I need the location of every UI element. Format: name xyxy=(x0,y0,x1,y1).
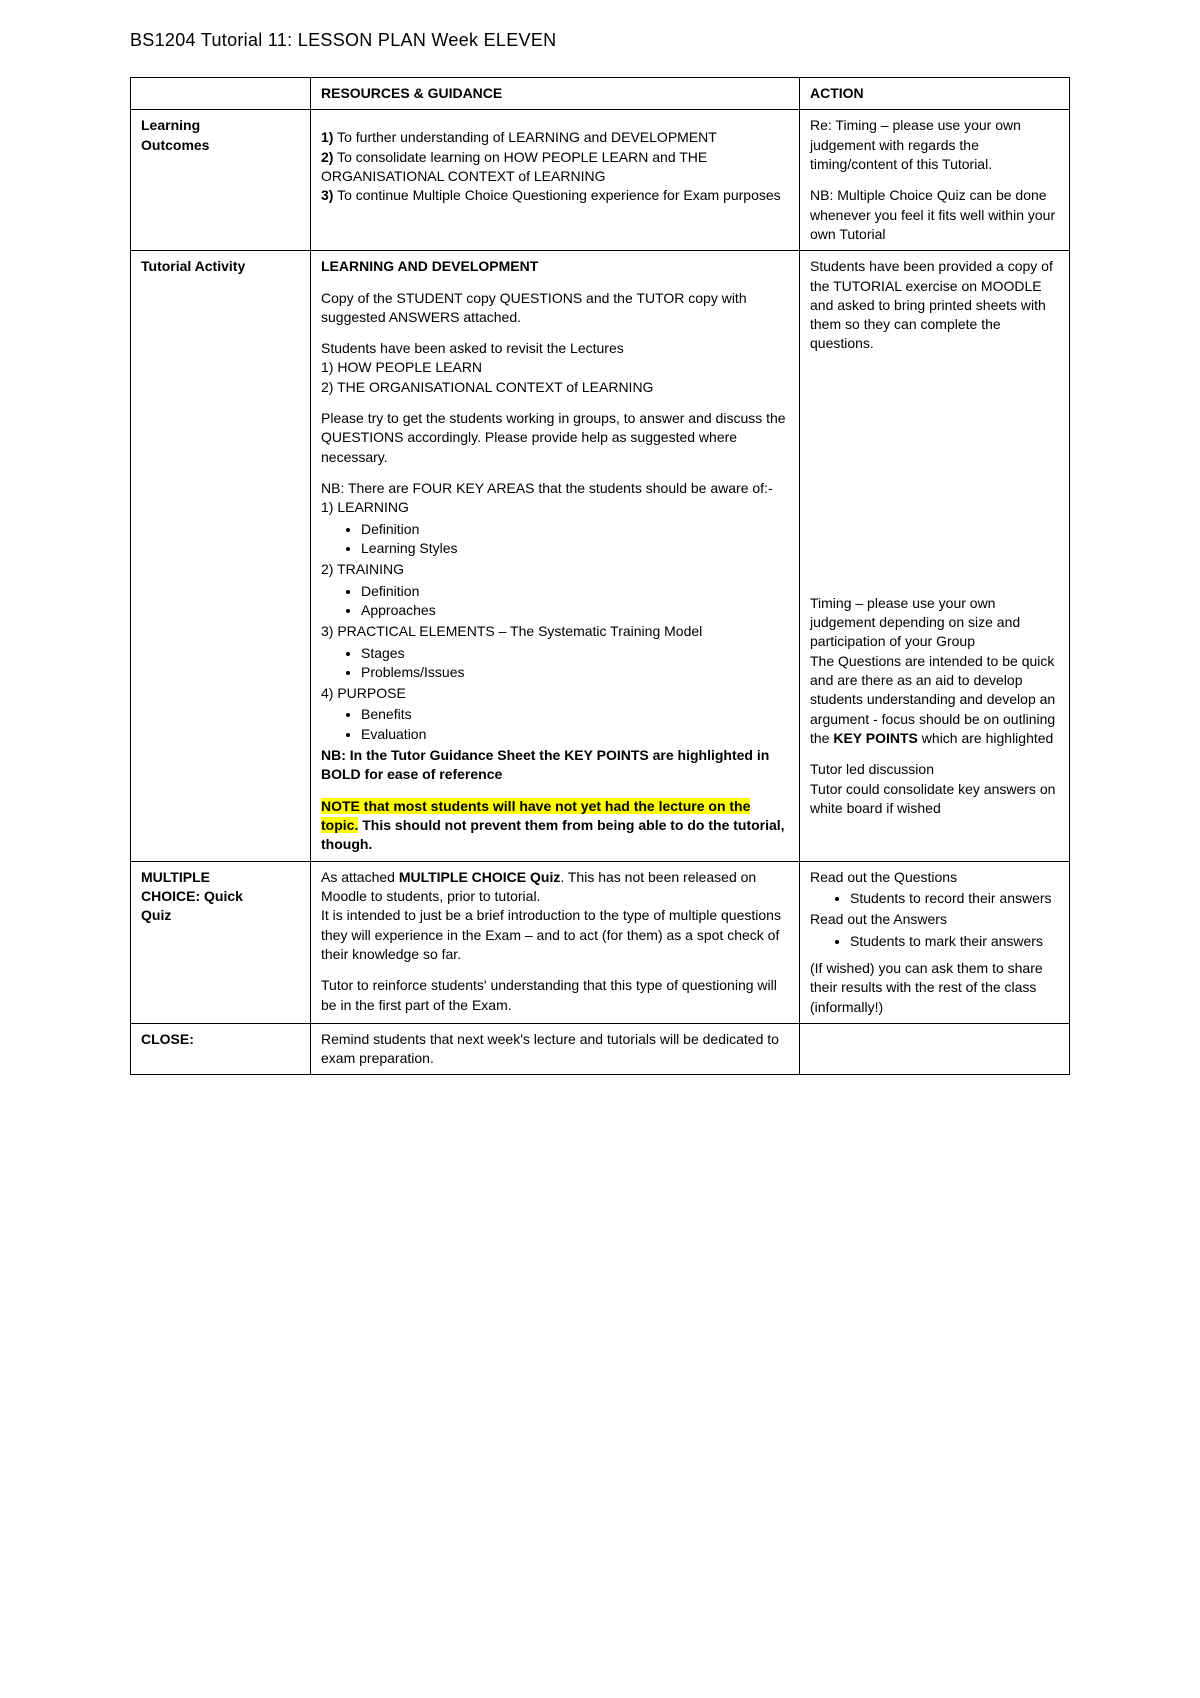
resources-para: Copy of the STUDENT copy QUESTIONS and t… xyxy=(321,289,789,328)
key-areas-block: NB: There are FOUR KEY AREAS that the st… xyxy=(321,479,789,785)
row-label: MULTIPLE CHOICE: Quick Quiz xyxy=(131,861,311,1023)
row-multiple-choice: MULTIPLE CHOICE: Quick Quiz As attached … xyxy=(131,861,1070,1023)
text: Tutor could consolidate key answers on w… xyxy=(810,781,1055,816)
area-bullets: Benefits Evaluation xyxy=(361,705,789,744)
action-para: NB: Multiple Choice Quiz can be done whe… xyxy=(810,186,1059,244)
resources-cell: As attached MULTIPLE CHOICE Quiz. This h… xyxy=(311,861,800,1023)
area-title: 3) PRACTICAL ELEMENTS – The Systematic T… xyxy=(321,623,702,639)
resources-cell: Remind students that next week's lecture… xyxy=(311,1023,800,1075)
action-line: Read out the Answers xyxy=(810,910,1059,929)
outcome-item: 1) To further understanding of LEARNING … xyxy=(321,128,789,205)
action-para: (If wished) you can ask them to share th… xyxy=(810,959,1059,1017)
bullet: Students to record their answers xyxy=(850,889,1059,908)
area-bullets: Definition Approaches xyxy=(361,582,789,621)
action-para: Timing – please use your own judgement d… xyxy=(810,594,1059,749)
text: 2) THE ORGANISATIONAL CONTEXT of LEARNIN… xyxy=(321,379,653,395)
text-bold: KEY POINTS xyxy=(833,730,918,746)
bullet: Learning Styles xyxy=(361,539,789,558)
text: To continue Multiple Choice Questioning … xyxy=(333,187,780,203)
num: 3) xyxy=(321,187,333,203)
row-label: Tutorial Activity xyxy=(131,251,311,861)
text: To further understanding of LEARNING and… xyxy=(333,129,716,145)
text: which are highlighted xyxy=(918,730,1053,746)
row-learning-outcomes: Learning Outcomes 1) To further understa… xyxy=(131,110,1070,251)
header-resources: RESOURCES & GUIDANCE xyxy=(311,78,800,110)
text: NB: There are FOUR KEY AREAS that the st… xyxy=(321,480,773,496)
text: As attached xyxy=(321,869,399,885)
text: 1) HOW PEOPLE LEARN xyxy=(321,359,482,375)
label-line: Quiz xyxy=(141,906,300,925)
action-cell xyxy=(800,1023,1070,1075)
action-cell: Read out the Questions Students to recor… xyxy=(800,861,1070,1023)
action-bullets: Students to mark their answers xyxy=(850,932,1059,951)
bullet: Problems/Issues xyxy=(361,663,789,682)
table-header-row: RESOURCES & GUIDANCE ACTION xyxy=(131,78,1070,110)
action-para: Re: Timing – please use your own judgeme… xyxy=(810,116,1059,174)
text: To consolidate learning on HOW PEOPLE LE… xyxy=(321,149,707,184)
label-line: Outcomes xyxy=(141,136,300,155)
resources-para: Tutor to reinforce students' understandi… xyxy=(321,976,789,1015)
resources-para: Please try to get the students working i… xyxy=(321,409,789,467)
bullet: Benefits xyxy=(361,705,789,724)
action-cell: Re: Timing – please use your own judgeme… xyxy=(800,110,1070,251)
text-bold: MULTIPLE CHOICE Quiz xyxy=(399,869,561,885)
bullet: Evaluation xyxy=(361,725,789,744)
action-para: Tutor led discussion Tutor could consoli… xyxy=(810,760,1059,818)
area-bullets: Definition Learning Styles xyxy=(361,520,789,559)
bullet: Definition xyxy=(361,582,789,601)
bullet: Stages xyxy=(361,644,789,663)
num: 1) xyxy=(321,129,333,145)
action-cell: Students have been provided a copy of th… xyxy=(800,251,1070,861)
resources-para: Students have been asked to revisit the … xyxy=(321,339,789,397)
row-label: CLOSE: xyxy=(131,1023,311,1075)
resources-para: Remind students that next week's lecture… xyxy=(321,1030,789,1069)
area-title: 4) PURPOSE xyxy=(321,685,406,701)
resources-heading: LEARNING AND DEVELOPMENT xyxy=(321,257,789,276)
label-line: Learning xyxy=(141,116,300,135)
resources-cell: LEARNING AND DEVELOPMENT Copy of the STU… xyxy=(311,251,800,861)
text: Timing – please use your own judgement d… xyxy=(810,595,1020,650)
action-line: Read out the Questions xyxy=(810,868,1059,887)
page: BS1204 Tutorial 11: LESSON PLAN Week ELE… xyxy=(0,0,1200,1175)
area-title: 1) LEARNING xyxy=(321,499,409,515)
header-action: ACTION xyxy=(800,78,1070,110)
resources-cell: 1) To further understanding of LEARNING … xyxy=(311,110,800,251)
bullet: Students to mark their answers xyxy=(850,932,1059,951)
text: It is intended to just be a brief introd… xyxy=(321,907,781,962)
document-title: BS1204 Tutorial 11: LESSON PLAN Week ELE… xyxy=(130,30,1070,51)
action-para: Students have been provided a copy of th… xyxy=(810,257,1059,354)
area-bullets: Stages Problems/Issues xyxy=(361,644,789,683)
highlighted-note: NOTE that most students will have not ye… xyxy=(321,797,789,855)
label-line: MULTIPLE xyxy=(141,868,300,887)
text: This should not prevent them from being … xyxy=(321,817,785,852)
text: Tutor led discussion xyxy=(810,761,934,777)
row-label: Learning Outcomes xyxy=(131,110,311,251)
text: Students have been asked to revisit the … xyxy=(321,340,624,356)
row-tutorial-activity: Tutorial Activity LEARNING AND DEVELOPME… xyxy=(131,251,1070,861)
label-line: CHOICE: Quick xyxy=(141,887,300,906)
bullet: Definition xyxy=(361,520,789,539)
bullet: Approaches xyxy=(361,601,789,620)
num: 2) xyxy=(321,149,333,165)
action-bullets: Students to record their answers xyxy=(850,889,1059,908)
row-close: CLOSE: Remind students that next week's … xyxy=(131,1023,1070,1075)
header-blank xyxy=(131,78,311,110)
resources-para: As attached MULTIPLE CHOICE Quiz. This h… xyxy=(321,868,789,965)
area-title: 2) TRAINING xyxy=(321,561,404,577)
lesson-plan-table: RESOURCES & GUIDANCE ACTION Learning Out… xyxy=(130,77,1070,1075)
nb-text: NB: In the Tutor Guidance Sheet the KEY … xyxy=(321,747,769,782)
